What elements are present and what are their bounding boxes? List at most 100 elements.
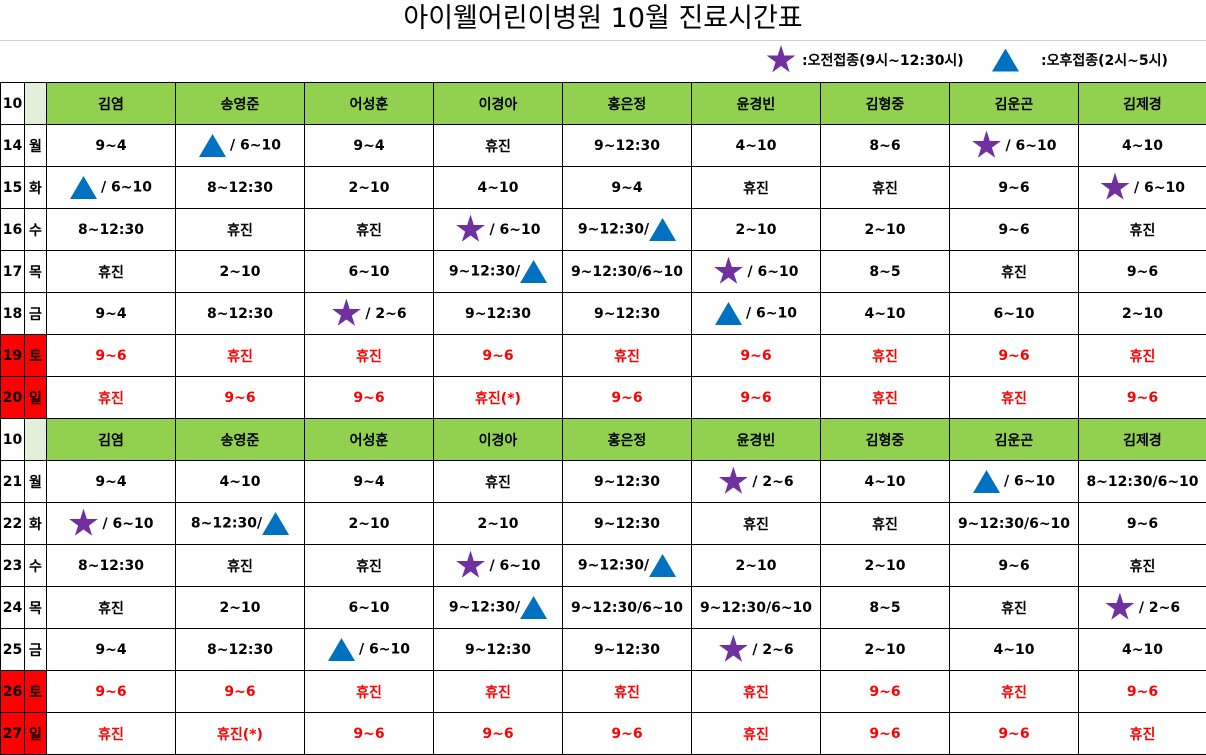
schedule-cell: 9~12:30/6~10: [950, 503, 1079, 545]
schedule-cell: 휴진: [950, 671, 1079, 713]
schedule-cell: / 6~10: [950, 461, 1079, 503]
cell-text: 휴진: [1130, 223, 1156, 239]
doctor-name: 홍은정: [563, 419, 692, 461]
cell-text: 9~6: [95, 684, 126, 700]
star-icon: [714, 257, 744, 287]
cell-text: 휴진(*): [217, 727, 263, 743]
schedule-cell: 휴진: [434, 461, 563, 503]
schedule-cell: 9~6: [434, 713, 563, 755]
schedule-cell: / 6~10: [434, 545, 563, 587]
cell-text: 9~6: [611, 390, 642, 406]
star-icon: [69, 509, 99, 539]
cell-text: 9~4: [95, 474, 126, 490]
cell-text: 2~10: [220, 264, 261, 280]
schedule-cell: 8~12:30: [47, 209, 176, 251]
schedule-cell: 9~12:30/: [563, 545, 692, 587]
cell-text: 9~6: [740, 348, 771, 364]
date-number: 20: [1, 377, 25, 419]
schedule-cell: 9~6: [305, 713, 434, 755]
day-of-week: 월: [25, 125, 47, 167]
date-number: 26: [1, 671, 25, 713]
schedule-cell: 6~10: [305, 587, 434, 629]
schedule-cell: 9~6: [176, 671, 305, 713]
schedule-cell: 휴진: [950, 377, 1079, 419]
doctor-name: 어성훈: [305, 83, 434, 125]
cell-text: 9~12:30/: [449, 600, 520, 616]
cell-text: 9~12:30/6~10: [571, 264, 683, 280]
doctor-name: 어성훈: [305, 419, 434, 461]
schedule-cell: 9~6: [1079, 377, 1206, 419]
cell-text: 2~10: [736, 222, 777, 238]
doctor-name: 이경아: [434, 419, 563, 461]
schedule-cell: 9~12:30: [434, 293, 563, 335]
schedule-cell: 4~10: [821, 461, 950, 503]
header-spacer: [25, 419, 47, 461]
schedule-cell: / 6~10: [950, 125, 1079, 167]
cell-text: 6~10: [994, 306, 1035, 322]
schedule-cell: 9~12:30/: [434, 587, 563, 629]
cell-text: / 6~10: [748, 264, 799, 280]
day-of-week: 금: [25, 293, 47, 335]
cell-text: 휴진: [356, 349, 382, 365]
legend-am: :오전접종(9시~12:30시): [766, 45, 964, 75]
cell-text: 9~12:30: [465, 306, 531, 322]
cell-text: 9~6: [869, 726, 900, 742]
schedule-cell: 휴진: [821, 335, 950, 377]
schedule-cell: 9~6: [692, 335, 821, 377]
cell-text: 휴진: [485, 685, 511, 701]
schedule-cell: / 6~10: [1079, 167, 1206, 209]
cell-text: 4~10: [865, 306, 906, 322]
cell-text: 휴진: [1001, 391, 1027, 407]
schedule-cell: 휴진: [1079, 545, 1206, 587]
cell-text: / 6~10: [490, 558, 541, 574]
cell-text: 9~12:30/6~10: [700, 600, 812, 616]
schedule-cell: / 6~10: [692, 293, 821, 335]
schedule-cell: 2~10: [305, 167, 434, 209]
schedule-cell: 2~10: [176, 587, 305, 629]
doctor-name: 김염: [47, 83, 176, 125]
schedule-cell: 9~4: [47, 629, 176, 671]
schedule-cell: 9~6: [1079, 671, 1206, 713]
cell-text: 9~6: [224, 684, 255, 700]
schedule-cell: 4~10: [1079, 629, 1206, 671]
schedule-cell: 휴진: [563, 671, 692, 713]
schedule-cell: 9~4: [305, 125, 434, 167]
schedule-cell: 9~4: [47, 461, 176, 503]
triangle-icon: [70, 176, 97, 199]
schedule-cell: 9~6: [692, 377, 821, 419]
cell-text: 휴진: [1001, 685, 1027, 701]
cell-text: / 2~6: [752, 642, 793, 658]
cell-text: 9~4: [611, 180, 642, 196]
legend-am-label: :오전접종(9시~12:30시): [802, 50, 964, 70]
schedule-cell: 휴진(*): [434, 377, 563, 419]
cell-text: 9~12:30/6~10: [571, 600, 683, 616]
schedule-cell: 9~4: [47, 293, 176, 335]
schedule-cell: 휴진: [305, 671, 434, 713]
schedule-cell: / 6~10: [47, 503, 176, 545]
cell-text: 휴진: [227, 349, 253, 365]
schedule-cell: 8~12:30: [176, 167, 305, 209]
schedule-cell: 휴진: [1079, 335, 1206, 377]
day-of-week: 수: [25, 209, 47, 251]
cell-text: 9~6: [482, 726, 513, 742]
cell-text: 2~10: [220, 600, 261, 616]
cell-text: 휴진: [98, 391, 124, 407]
cell-text: 9~12:30/: [449, 264, 520, 280]
day-of-week: 화: [25, 167, 47, 209]
date-number: 22: [1, 503, 25, 545]
month-label: 10: [1, 419, 25, 461]
schedule-cell: 4~10: [950, 629, 1079, 671]
cell-text: 4~10: [220, 474, 261, 490]
cell-text: 9~4: [353, 474, 384, 490]
cell-text: 휴진: [1001, 601, 1027, 617]
doctor-name: 송영준: [176, 419, 305, 461]
cell-text: 4~10: [1122, 138, 1163, 154]
cell-text: 9~6: [353, 726, 384, 742]
schedule-cell: 9~6: [950, 713, 1079, 755]
schedule-cell: 휴진: [305, 335, 434, 377]
